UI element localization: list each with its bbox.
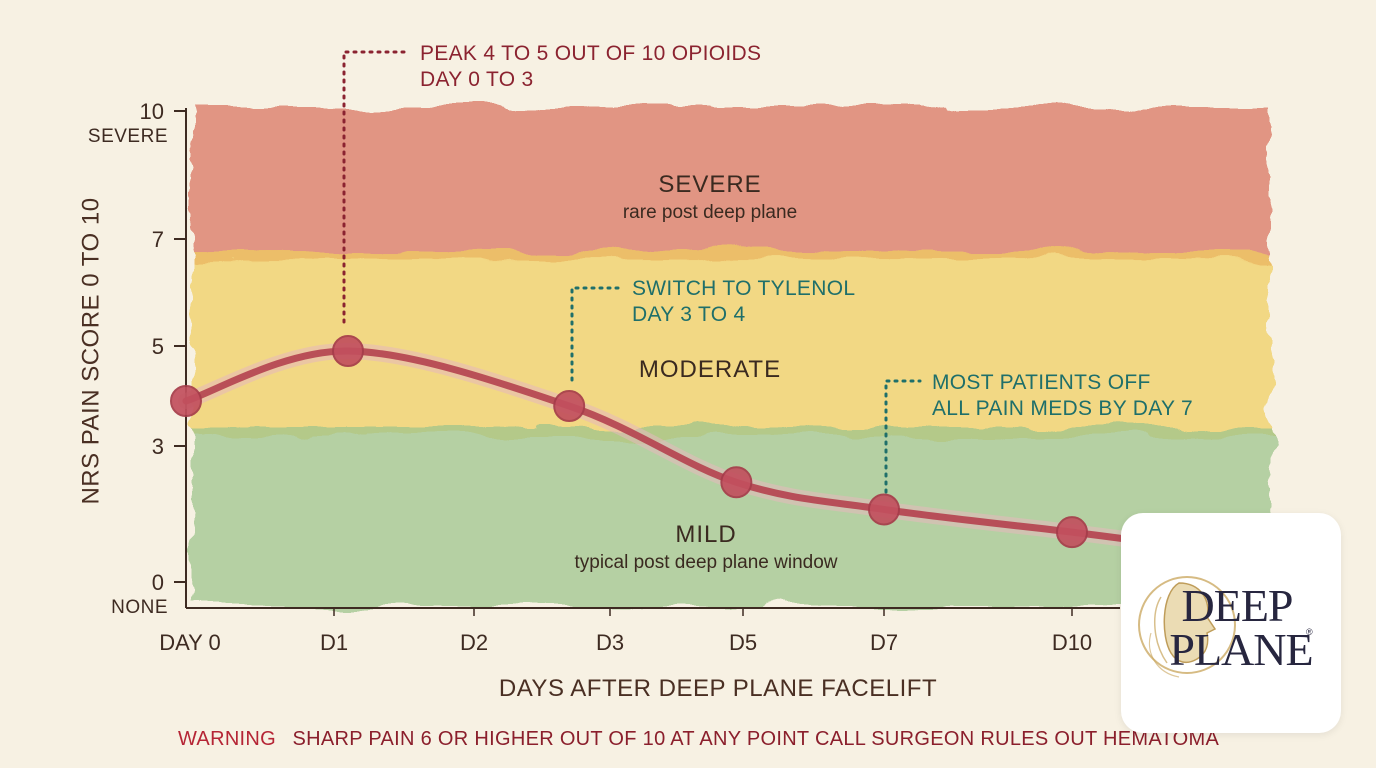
x-tick-label-0: DAY 0 [159,630,221,655]
x-tick-label-3: D3 [596,630,624,655]
y-tick-label-10: 10 [140,99,164,124]
zone-label-mild: MILD [675,521,736,548]
warning-line: WARNING SHARP PAIN 6 OR HIGHER OUT OF 10… [178,728,1219,750]
zone-band-moderate [192,251,1270,435]
data-point-3 [720,466,753,499]
x-ticks: DAY 0 D1 D2 D3 D5 D7 D10 [159,608,1092,655]
y-tick-label-5: 5 [152,334,164,359]
annotation-day7-line2: ALL PAIN MEDS BY DAY 7 [932,397,1193,420]
annotation-peak: PEAK 4 TO 5 OUT OF 10 OPIOIDS DAY 0 TO 3 [342,42,761,324]
annotation-peak-line2: DAY 0 TO 3 [420,68,534,91]
x-tick-label-6: D10 [1052,630,1092,655]
data-point-1 [332,335,364,367]
deep-plane-logo: DEEP PLANE ® [1121,513,1341,733]
y-tick-label-0: 0 [152,570,164,595]
y-tick-label-3: 3 [152,434,164,459]
zone-desc-severe: rare post deep plane [623,202,797,223]
data-point-5 [1056,516,1088,549]
annotation-day7-line1: MOST PATIENTS OFF [932,371,1151,394]
warning-text: SHARP PAIN 6 OR HIGHER OUT OF 10 AT ANY … [292,728,1219,750]
annotation-day7: MOST PATIENTS OFF ALL PAIN MEDS BY DAY 7 [884,371,1193,494]
annotation-tylenol: SWITCH TO TYLENOL DAY 3 TO 4 [570,277,855,382]
y-tick-label-7: 7 [152,227,164,252]
y-axis-title: NRS PAIN SCORE 0 TO 10 [77,197,104,504]
y-tick-sublabel-0: NONE [111,597,168,618]
zone-band-severe [192,107,1270,260]
pain-series [170,335,1158,558]
x-tick-label-4: D5 [729,630,757,655]
x-tick-label-5: D7 [870,630,898,655]
logo-word-deep: DEEP [1182,580,1293,631]
zone-label-severe: SEVERE [658,171,761,198]
zone-label-moderate: MODERATE [639,356,781,383]
x-tick-label-1: D1 [320,630,348,655]
logo-registered-mark: ® [1306,627,1313,637]
x-axis-title: DAYS AFTER DEEP PLANE FACELIFT [499,675,937,702]
x-tick-label-2: D2 [460,630,488,655]
data-point-2 [553,390,586,422]
y-tick-sublabel-10: SEVERE [88,126,168,147]
annotation-peak-line1: PEAK 4 TO 5 OUT OF 10 OPIOIDS [420,42,761,65]
zone-desc-mild: typical post deep plane window [574,552,837,573]
face-profile-icon [1138,576,1236,678]
pain-zones [192,107,1270,606]
warning-lead: WARNING [178,728,276,750]
annotation-tylenol-line1: SWITCH TO TYLENOL [632,277,855,300]
data-point-4 [868,493,900,526]
data-point-0 [170,385,202,417]
zone-band-mild [192,427,1270,606]
annotation-tylenol-line2: DAY 3 TO 4 [632,303,746,326]
logo-word-plane: PLANE [1169,624,1312,675]
